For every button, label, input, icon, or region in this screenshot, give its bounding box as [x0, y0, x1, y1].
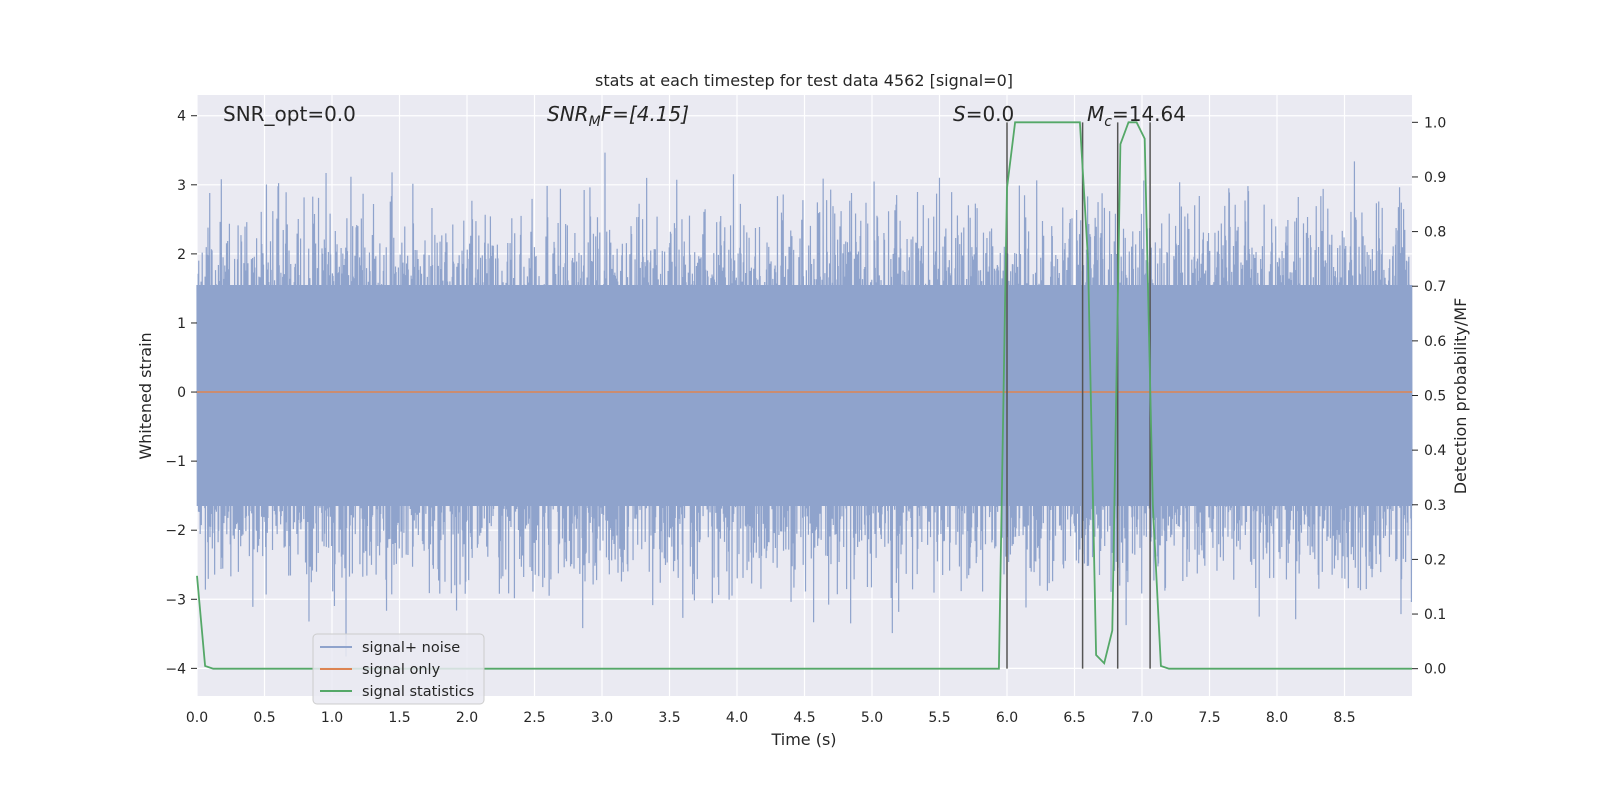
y2-tick-label: 0.0: [1424, 662, 1446, 678]
x-tick-label: 4.5: [793, 710, 815, 726]
y2-axis-label: Detection probability/MF: [1451, 298, 1470, 495]
x-tick-label: 3.0: [591, 710, 613, 726]
x-tick-label: 4.0: [726, 710, 748, 726]
x-tick-label: 2.0: [456, 710, 478, 726]
y2-tick-label: 0.8: [1424, 225, 1446, 241]
y2-tick-label: 0.4: [1424, 443, 1446, 459]
x-tick-label: 8.5: [1333, 710, 1355, 726]
y2-tick-label: 0.5: [1424, 389, 1446, 405]
y2-tick-label: 0.9: [1424, 170, 1446, 186]
signal-noise-line: [196, 152, 1413, 657]
x-tick-label: 5.0: [861, 710, 883, 726]
y-tick-labels: 4 3 2 1 0 −1 −2 −3 −4: [165, 109, 197, 677]
annotation-s: S=0.0: [953, 102, 1014, 126]
annotation-mc-main: M: [1087, 102, 1104, 126]
signal-statistics-line: [196, 121, 1412, 670]
x-tick-label: 3.5: [658, 710, 680, 726]
x-tick-label: 8.0: [1266, 710, 1288, 726]
y2-tick-label: 0.3: [1424, 498, 1446, 514]
legend: signal+ noise signal only signal statist…: [312, 633, 485, 705]
signal-statistics-series: [196, 121, 1412, 670]
y-tick-label: −4: [165, 661, 186, 677]
legend-box: [312, 633, 485, 705]
signal-noise-series: [196, 152, 1413, 657]
x-tick-label: 7.0: [1131, 710, 1153, 726]
x-tick-label: 0.5: [253, 710, 275, 726]
annotation-mc: Mc=14.64: [1087, 102, 1186, 130]
annotation-mc-sub: c: [1104, 114, 1112, 130]
legend-label-signal-only: signal only: [362, 662, 441, 678]
x-tick-label: 6.0: [996, 710, 1018, 726]
y-axis-label: Whitened strain: [136, 332, 155, 459]
y-tick-label: −2: [165, 523, 186, 539]
y-tick-label: −1: [165, 454, 186, 470]
annotation-snr-mf-sub: M: [589, 114, 601, 130]
x-tick-label: 2.5: [523, 710, 545, 726]
x-tick-label: 0.0: [186, 710, 208, 726]
annotation-s-main: S: [953, 102, 966, 126]
x-tick-label: 5.5: [928, 710, 950, 726]
legend-label-signal-noise: signal+ noise: [362, 640, 460, 656]
y2-tick-label: 1.0: [1424, 115, 1446, 131]
y2-tick-label: 0.6: [1424, 334, 1446, 350]
legend-label-signal-statistics: signal statistics: [362, 684, 474, 700]
annotation-snr-opt: SNR_opt=0.0: [223, 102, 356, 126]
y2-tick-labels: 1.0 0.9 0.8 0.7 0.6 0.5 0.4 0.3 0.2 0.1 0.0: [1412, 115, 1446, 678]
y2-tick-label: 0.1: [1424, 607, 1446, 623]
chart-title: stats at each timestep for test data 456…: [595, 71, 1013, 90]
x-axis-label: Time (s): [770, 730, 836, 749]
y-tick-label: 1: [177, 316, 186, 332]
annotation-snr-mf-rest: F=[4.15]: [601, 102, 689, 126]
y2-tick-label: 0.2: [1424, 552, 1446, 568]
annotation-snr-mf: SNRMF=[4.15]: [547, 102, 689, 130]
x-tick-label: 7.5: [1198, 710, 1220, 726]
y-tick-label: 0: [177, 385, 186, 401]
y-tick-label: −3: [165, 592, 186, 608]
y-tick-label: 3: [177, 178, 186, 194]
annotation-snr-mf-main: SNR: [547, 102, 589, 126]
annotation-s-rest: =0.0: [966, 102, 1015, 126]
y-tick-label: 4: [177, 109, 186, 125]
y-tick-label: 2: [177, 247, 186, 263]
x-tick-label: 1.5: [388, 710, 410, 726]
y2-tick-label: 0.7: [1424, 279, 1446, 295]
x-tick-label: 1.0: [321, 710, 343, 726]
x-tick-label: 6.5: [1063, 710, 1085, 726]
x-tick-labels: 0.0 0.5 1.0 1.5 2.0 2.5 3.0 3.5 4.0 4.5 5.0 5.5 6.0 6…: [186, 710, 1356, 726]
annotation-mc-rest: =14.64: [1112, 102, 1186, 126]
